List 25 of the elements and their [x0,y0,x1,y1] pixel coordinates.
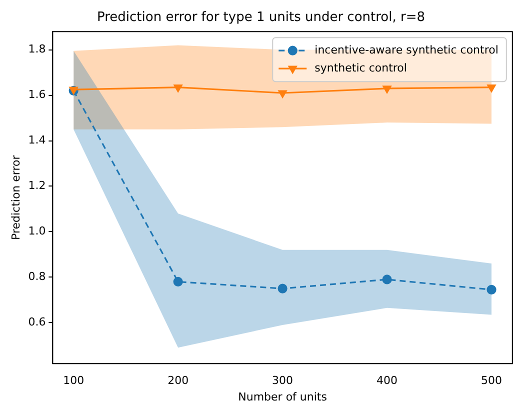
y-tick-label: 0.8 [28,270,46,284]
point [382,274,392,284]
y-tick-label: 1.8 [28,42,46,56]
y-axis-title: Prediction error [9,154,22,240]
x-tick-label: 400 [376,374,398,388]
point [487,84,496,92]
chart-title: Prediction error for type 1 units under control, r=8 [96,10,426,26]
x-axis-title: Number of units [238,390,328,404]
point [486,284,496,294]
legend-label: synthetic control [314,61,407,74]
y-tick-label: 1.2 [28,179,46,192]
legend-label: incentive-aware synthetic control [314,43,498,56]
x-tick-label: 500 [481,374,502,388]
y-tick-label: 1.0 [28,224,46,238]
point [382,86,392,94]
point [278,90,287,98]
x-tick-label: 100 [63,374,84,388]
point [174,84,182,92]
y-tick-label: 1.6 [28,88,46,102]
point [173,276,183,287]
y-tick-label: 1.4 [28,134,46,147]
y-tick-label: 0.6 [28,316,46,329]
x-tick-label: 300 [272,374,294,388]
point [278,284,288,294]
x-tick-label: 200 [168,374,189,388]
